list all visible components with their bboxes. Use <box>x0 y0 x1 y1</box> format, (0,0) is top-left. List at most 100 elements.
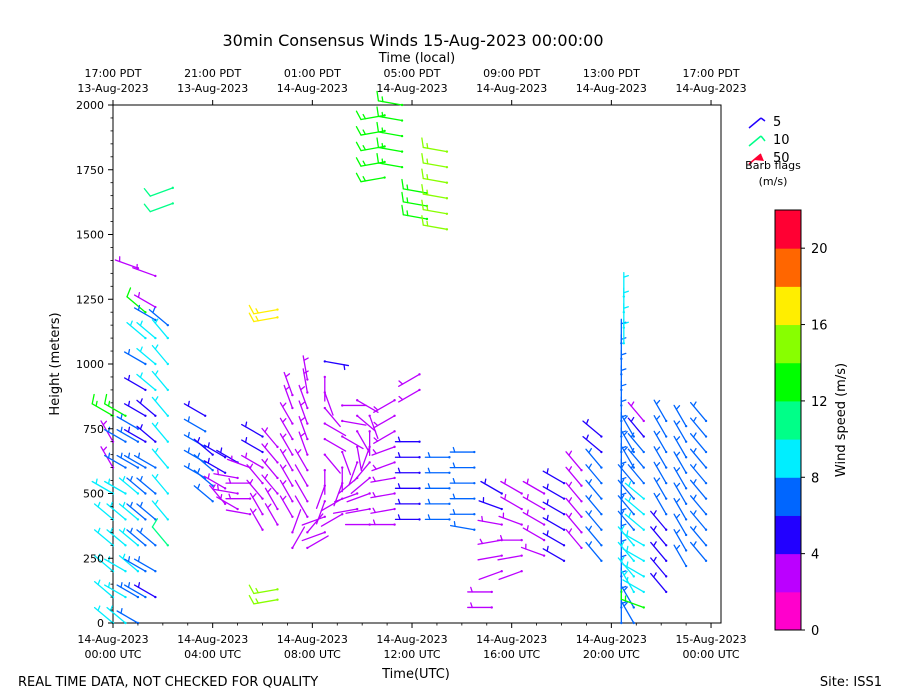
colorbar-tick-label: 12 <box>811 395 828 410</box>
barb-full-feather <box>143 188 151 197</box>
barb-half-feather <box>107 426 111 433</box>
barb-base-dot <box>620 342 623 345</box>
colorbar-tick-label: 4 <box>811 548 819 563</box>
barb-base-dot <box>684 518 688 521</box>
barb-half-feather <box>652 525 657 532</box>
barb-base-dot <box>632 606 635 609</box>
wind-barb <box>621 586 635 609</box>
barb-half-feather <box>675 436 681 442</box>
wind-barb <box>500 478 523 495</box>
barb-staff <box>324 438 347 452</box>
barb-staff <box>650 541 667 562</box>
wind-barb <box>123 400 147 417</box>
wind-barb <box>585 479 603 500</box>
barb-half-feather <box>470 586 473 593</box>
barb-base-dot <box>124 570 127 573</box>
wind-barb <box>673 466 688 490</box>
wind-barb <box>376 106 404 122</box>
barb-staff <box>522 496 545 510</box>
wind-barb <box>216 447 239 464</box>
barb-half-feather <box>102 420 108 426</box>
barb-base-dot <box>632 481 635 485</box>
wind-barb <box>151 396 170 417</box>
barb-half-feather <box>398 380 404 385</box>
chart-title: 30min Consensus Winds 15-Aug-2023 00:00:… <box>222 31 603 50</box>
barb-base-dot <box>306 468 309 472</box>
barb-base-dot <box>500 523 503 526</box>
barb-half-feather <box>282 495 287 501</box>
plot-area <box>91 90 722 625</box>
barb-half-feather <box>139 346 143 353</box>
barb-half-feather <box>220 447 223 454</box>
barb-staff <box>324 391 334 416</box>
wind-barb <box>283 371 294 397</box>
barb-base-dot <box>306 515 309 519</box>
barb-staff <box>151 448 169 469</box>
barb-staff <box>324 407 341 428</box>
wind-barb <box>627 432 645 454</box>
barb-staff <box>333 492 358 503</box>
barb-base-dot <box>166 518 170 521</box>
barb-staff <box>353 461 371 482</box>
wind-barb <box>279 495 294 519</box>
barb-half-feather <box>568 512 573 519</box>
barb-base-dot <box>418 440 421 443</box>
barb-half-feather <box>127 400 131 407</box>
barb-staff <box>136 529 157 546</box>
barb-staff <box>377 146 403 153</box>
barb-base-dot <box>355 399 359 402</box>
barb-staff <box>324 422 347 437</box>
barb-half-feather <box>470 602 473 609</box>
wind-barb <box>650 572 668 594</box>
barb-half-feather <box>154 370 159 376</box>
barb-staff <box>341 451 352 476</box>
barb-full-feather <box>421 215 424 226</box>
wind-barb <box>689 494 708 516</box>
wind-barb <box>617 479 635 500</box>
barb-base-dot <box>276 316 279 319</box>
barb-staff <box>422 193 448 199</box>
barb-base-dot <box>154 440 157 443</box>
barb-base-dot <box>341 435 344 438</box>
barb-base-dot <box>393 476 396 480</box>
wind-barb <box>143 186 175 197</box>
barb-half-feather <box>255 315 259 322</box>
wind-barb <box>477 515 503 526</box>
barb-base-dot <box>236 476 239 480</box>
barb-staff <box>301 516 326 526</box>
barb-half-feather <box>479 538 484 545</box>
barb-staff <box>373 415 396 429</box>
barb-base-dot <box>400 165 404 169</box>
barb-staff <box>151 422 169 443</box>
wind-barb <box>653 492 668 516</box>
barb-half-feather <box>107 478 111 485</box>
barb-half-feather <box>300 417 306 422</box>
barb-half-feather <box>452 509 456 515</box>
barb-base-dot <box>642 575 645 578</box>
barb-staff <box>360 446 371 471</box>
wind-barb <box>582 418 603 438</box>
barb-half-feather <box>211 484 216 490</box>
wind-barb <box>123 426 147 443</box>
barb-staff <box>291 509 302 533</box>
wind-barb <box>118 553 140 573</box>
wind-barb <box>264 487 279 511</box>
wind-barb <box>689 432 708 454</box>
barb-base-dot <box>473 497 476 500</box>
wind-barb <box>341 419 367 426</box>
wind-barb <box>370 476 396 483</box>
barb-staff <box>324 453 341 474</box>
wind-barb <box>116 413 140 430</box>
barb-half-feather <box>504 493 507 500</box>
wind-barb <box>520 543 546 557</box>
barb-half-feather <box>127 556 131 563</box>
barb-half-feather <box>137 556 141 563</box>
barb-base-dot <box>632 435 635 438</box>
wind-barb <box>373 399 396 413</box>
barb-full-feather <box>126 287 132 298</box>
wind-barb <box>627 463 645 485</box>
barb-half-feather <box>568 497 573 503</box>
barb-base-dot <box>341 466 344 469</box>
